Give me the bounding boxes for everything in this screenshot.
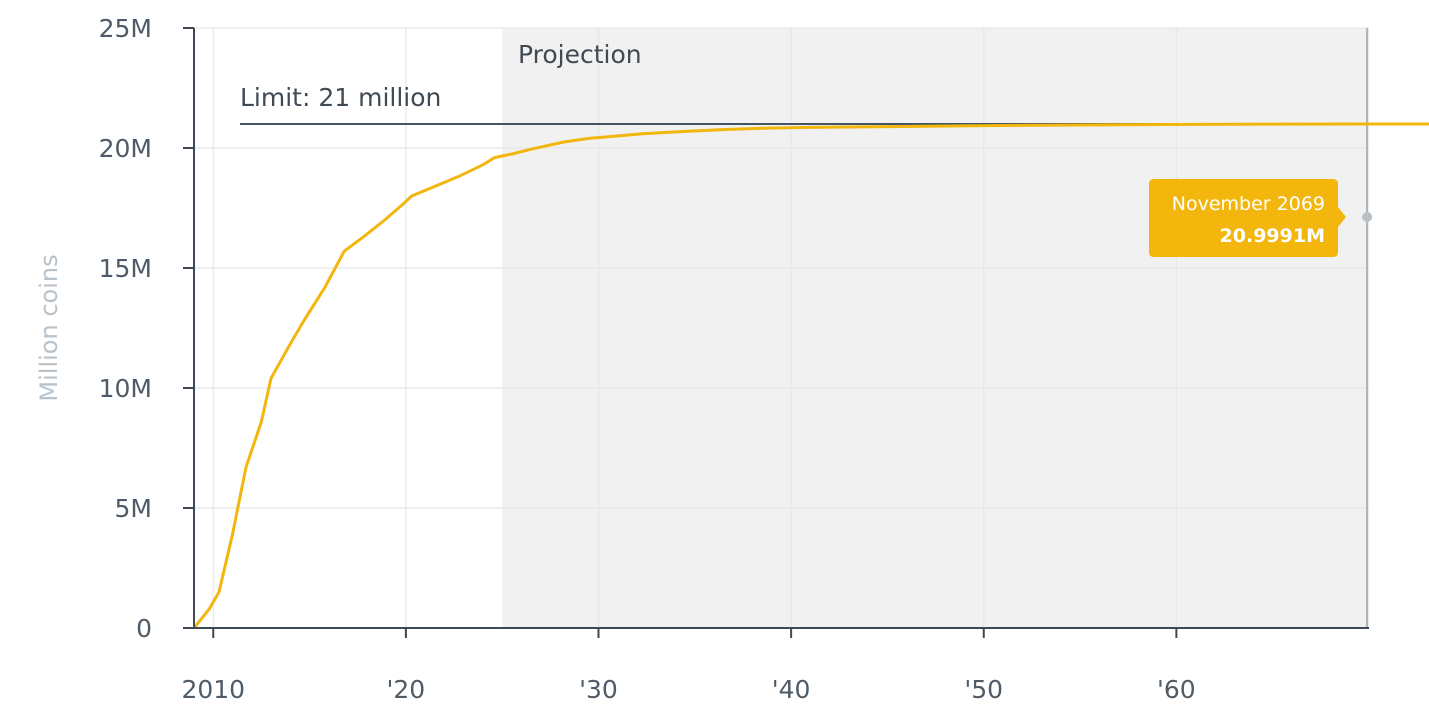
x-tick-label: '60 bbox=[1157, 675, 1196, 704]
supply-series-line[interactable] bbox=[192, 122, 1429, 629]
projection-label: Projection bbox=[518, 40, 642, 69]
limit-line-label: Limit: 21 million bbox=[240, 83, 441, 112]
crosshair-marker bbox=[1362, 212, 1373, 222]
x-tick-label: '40 bbox=[772, 675, 811, 704]
projection-region bbox=[502, 28, 1369, 628]
x-tick-label: '50 bbox=[964, 675, 1003, 704]
y-tick-label: 0 bbox=[136, 614, 152, 643]
projection-region-layer bbox=[502, 28, 1369, 628]
y-tick-label: 5M bbox=[115, 494, 152, 523]
series-layer[interactable] bbox=[192, 122, 1429, 629]
tooltip-box bbox=[1149, 179, 1346, 257]
crosshair-layer bbox=[1362, 28, 1373, 628]
y-tick-label: 20M bbox=[99, 134, 152, 163]
tooltip: November 2069 20.9991M bbox=[1149, 179, 1346, 257]
tooltip-value: 20.9991M bbox=[1220, 225, 1325, 247]
y-tick-label: 25M bbox=[99, 14, 152, 43]
tooltip-date: November 2069 bbox=[1172, 193, 1325, 215]
y-tick-label: 10M bbox=[99, 374, 152, 403]
y-tick-label: 15M bbox=[99, 254, 152, 283]
x-tick-label: '30 bbox=[579, 675, 618, 704]
x-tick-label: '20 bbox=[387, 675, 426, 704]
grid-layer bbox=[194, 27, 1369, 628]
y-axis-title: Million coins bbox=[35, 254, 63, 401]
x-tick-label: 2010 bbox=[181, 675, 245, 704]
axis-layer bbox=[183, 27, 1369, 638]
label-layer: Million coins Projection Limit: 21 milli… bbox=[35, 14, 1196, 704]
